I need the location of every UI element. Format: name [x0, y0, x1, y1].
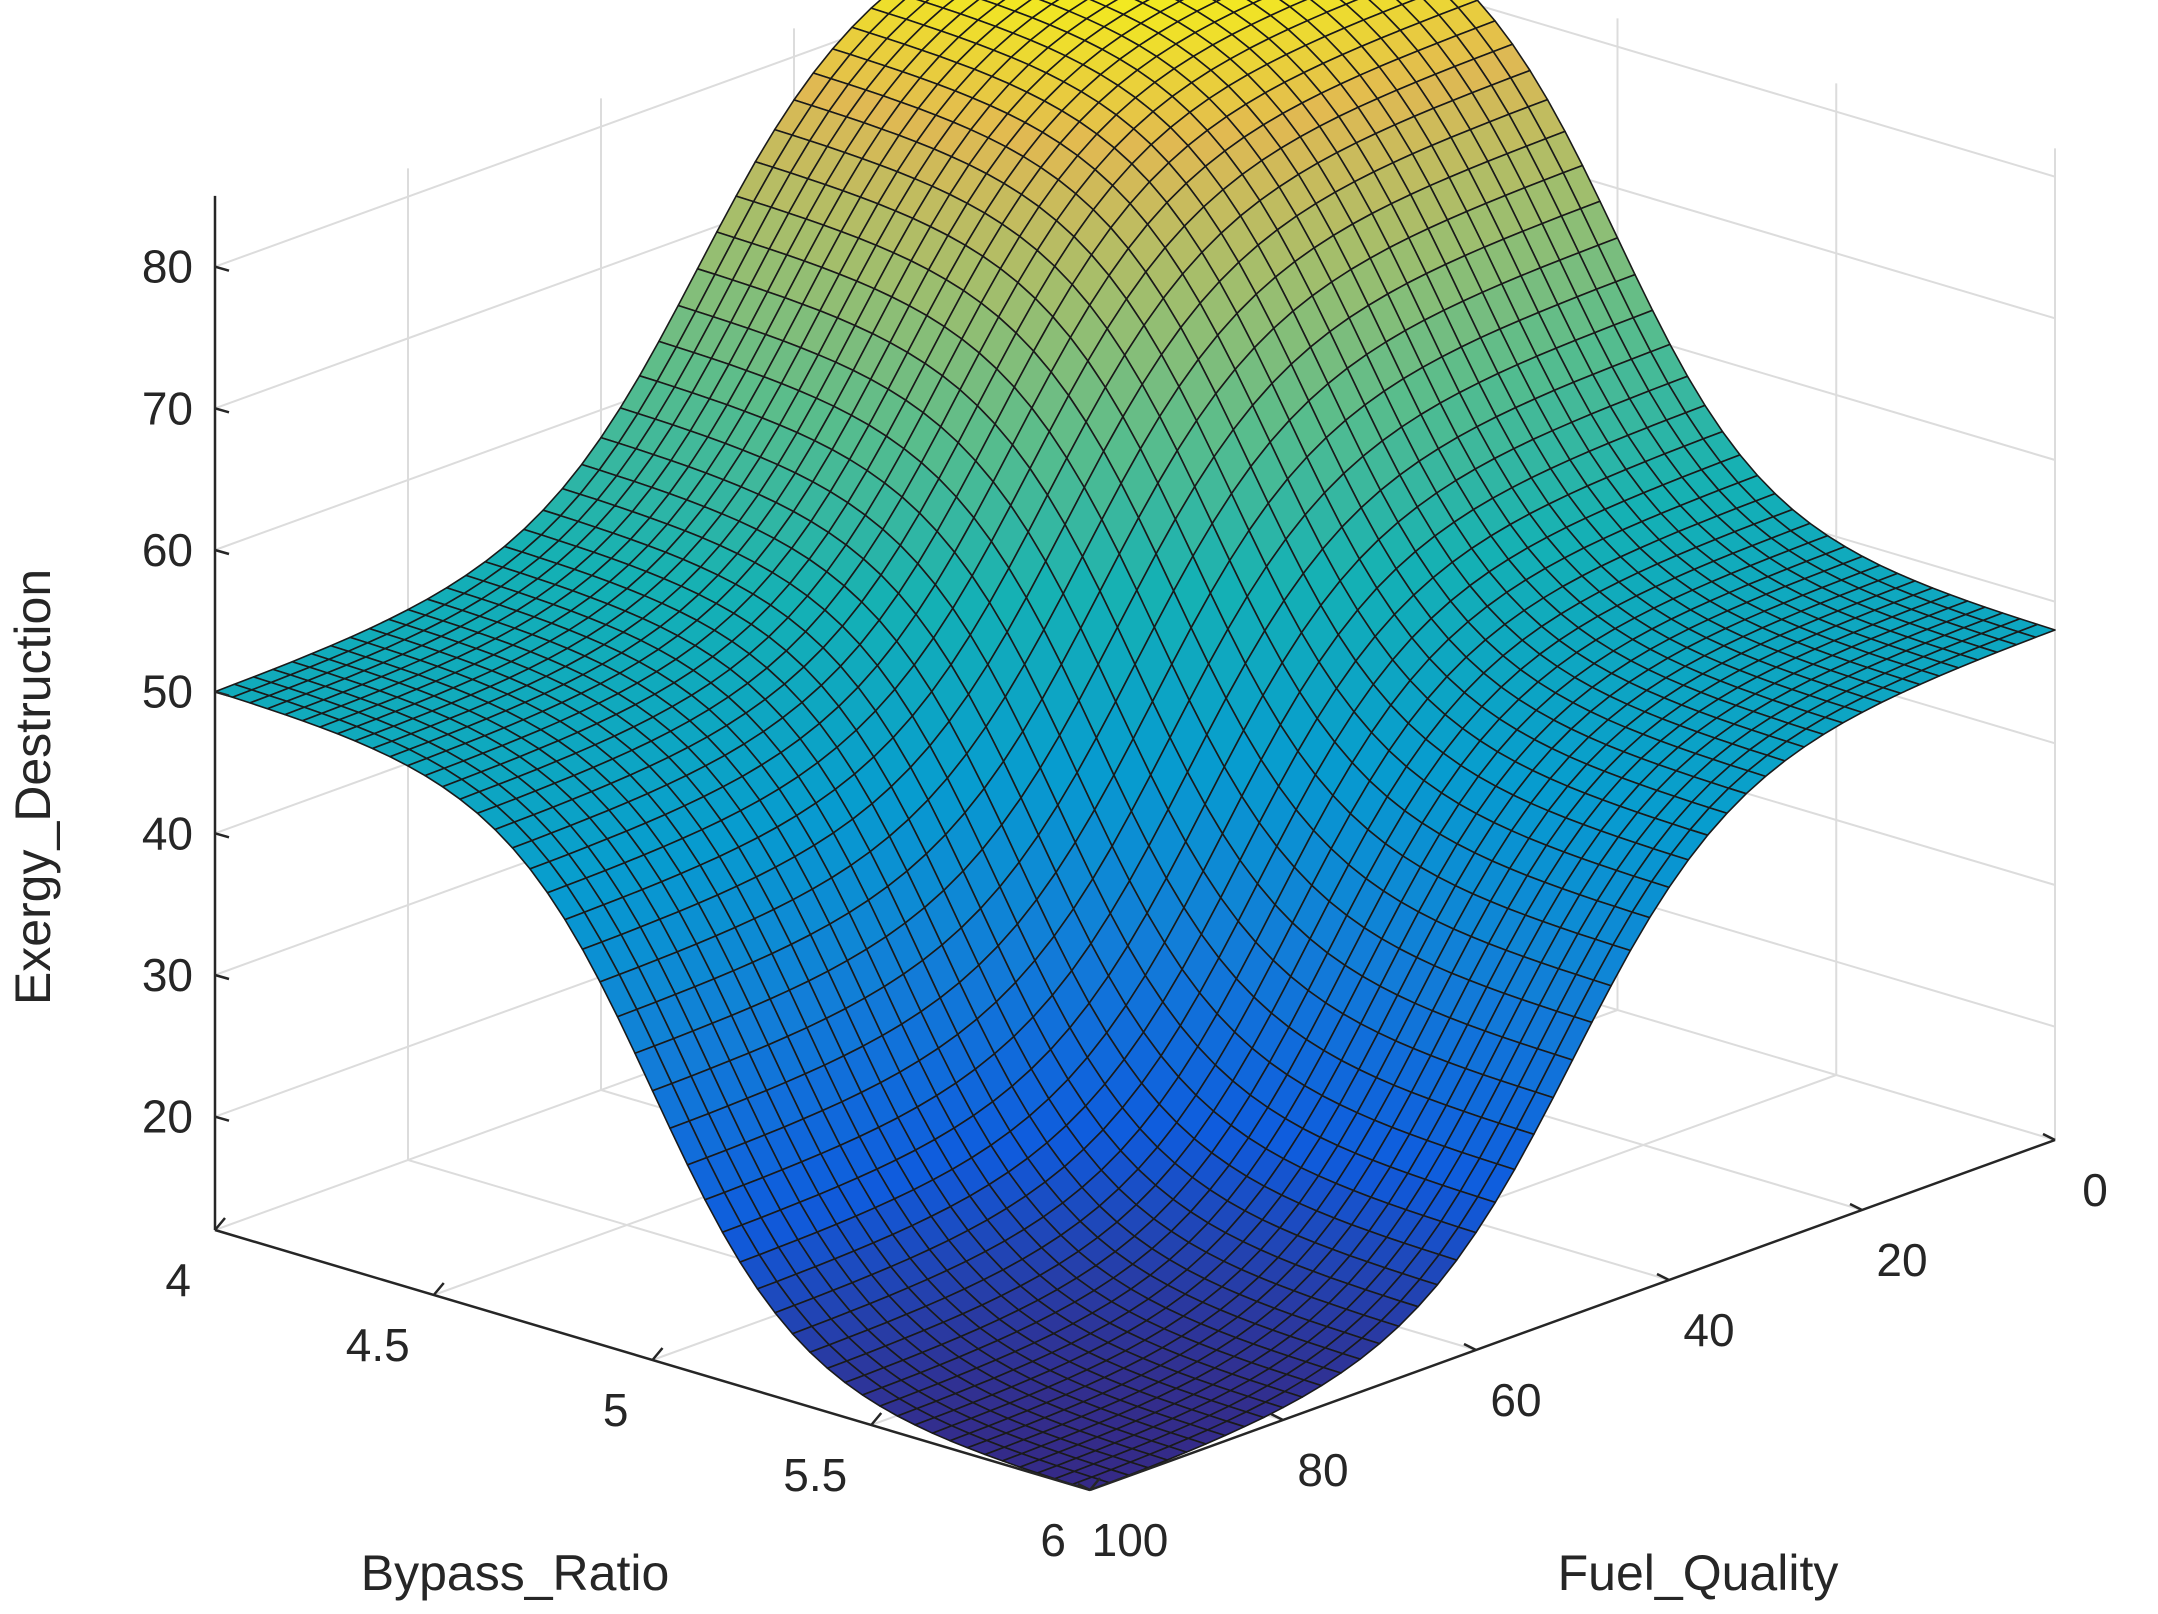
y-ticks: 0 20 40 60 80 100	[1077, 1132, 2108, 1566]
x-tick-label: 4	[165, 1254, 191, 1306]
y-axis-label: Fuel_Quality	[1558, 1545, 1839, 1601]
z-tick-mark	[214, 690, 230, 697]
x-tick-mark	[651, 1347, 664, 1361]
y-tick-label: 20	[1876, 1234, 1927, 1286]
z-tick-label: 70	[142, 382, 193, 434]
x-tick-mark	[870, 1412, 883, 1426]
x-tick-mark	[214, 1217, 226, 1231]
x-tick-label: 6	[1040, 1514, 1066, 1566]
x-tick-label: 5	[603, 1384, 629, 1436]
z-tick-label: 30	[142, 949, 193, 1001]
y-tick-mark	[1656, 1272, 1670, 1282]
z-tick-mark	[214, 1115, 230, 1122]
y-tick-mark	[2042, 1132, 2056, 1142]
z-tick-label: 20	[142, 1091, 193, 1143]
y-tick-mark	[1463, 1342, 1477, 1352]
z-gridline	[214, 0, 2056, 268]
x-axis-label: Bypass_Ratio	[361, 1545, 670, 1601]
surface-mesh	[214, 0, 2056, 1491]
y-tick-label: 0	[2082, 1164, 2108, 1216]
z-tick-mark	[214, 832, 230, 839]
y-tick-label: 40	[1683, 1304, 1734, 1356]
y-tick-label: 80	[1297, 1444, 1348, 1496]
z-ticks: 20 30 40 50 60 70 80	[142, 241, 230, 1143]
y-tick-mark	[1077, 1482, 1091, 1492]
z-tick-mark	[214, 407, 230, 414]
x-tick-mark	[1089, 1477, 1101, 1491]
y-tick-label: 100	[1092, 1514, 1169, 1566]
y-tick-label: 60	[1490, 1374, 1541, 1426]
z-tick-mark	[214, 265, 230, 272]
z-tick-label: 80	[142, 241, 193, 293]
y-axis-line	[1089, 1138, 2056, 1492]
x-tick-label: 4.5	[346, 1319, 410, 1371]
z-axis-label: Exergy_Destruction	[5, 569, 61, 1005]
y-tick-mark	[1849, 1202, 1863, 1212]
x-tick-label: 5.5	[783, 1449, 847, 1501]
z-tick-mark	[214, 973, 230, 981]
x-tick-mark	[432, 1282, 445, 1296]
z-tick-label: 40	[142, 807, 193, 859]
z-tick-label: 60	[142, 524, 193, 576]
z-tick-mark	[214, 548, 230, 556]
y-tick-mark	[1270, 1412, 1284, 1422]
x-ticks: 4 4.5 5 5.5 6	[165, 1217, 1101, 1566]
z-tick-label: 50	[142, 666, 193, 718]
